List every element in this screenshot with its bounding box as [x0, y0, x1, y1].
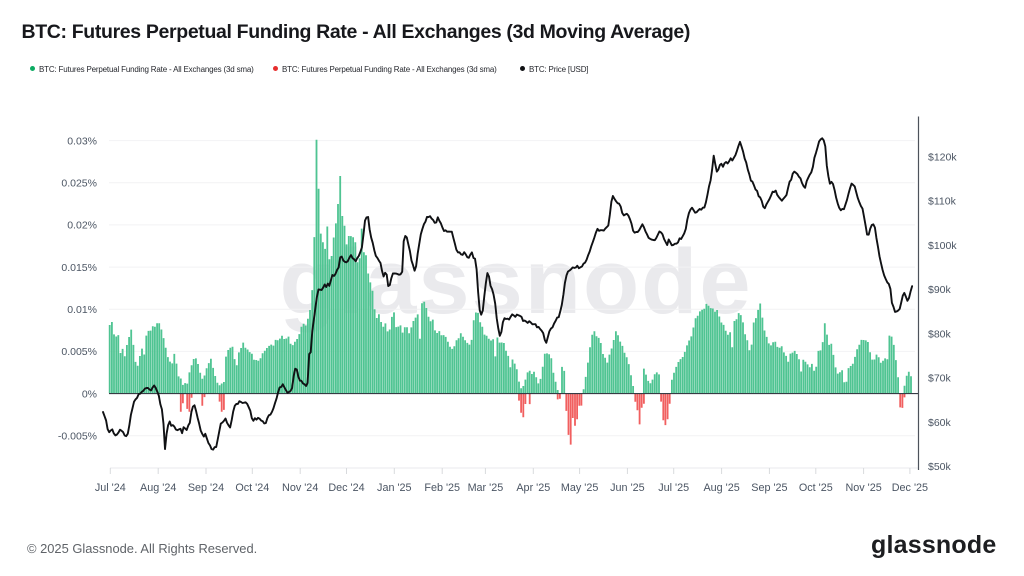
svg-text:$120k: $120k	[928, 151, 957, 163]
svg-text:Nov '25: Nov '25	[845, 482, 881, 494]
svg-text:0.005%: 0.005%	[61, 346, 97, 358]
svg-text:0%: 0%	[82, 388, 97, 400]
svg-text:$110k: $110k	[928, 196, 957, 208]
svg-text:Apr '25: Apr '25	[516, 482, 550, 494]
svg-text:-0.005%: -0.005%	[58, 431, 97, 443]
svg-text:$70k: $70k	[928, 373, 952, 385]
svg-text:Oct '25: Oct '25	[799, 482, 833, 494]
svg-text:Jun '25: Jun '25	[610, 482, 644, 494]
svg-text:0.03%: 0.03%	[67, 135, 97, 147]
svg-text:Aug '25: Aug '25	[703, 482, 739, 494]
svg-text:Oct '24: Oct '24	[235, 482, 269, 494]
svg-text:$100k: $100k	[928, 240, 957, 252]
svg-text:Jul '25: Jul '25	[658, 482, 689, 494]
svg-text:$50k: $50k	[928, 461, 952, 473]
svg-text:0.01%: 0.01%	[67, 304, 97, 316]
svg-text:Mar '25: Mar '25	[468, 482, 504, 494]
svg-text:Sep '24: Sep '24	[188, 482, 224, 494]
svg-text:Jul '24: Jul '24	[95, 482, 126, 494]
svg-text:$80k: $80k	[928, 328, 952, 340]
svg-text:Dec '25: Dec '25	[892, 482, 928, 494]
svg-text:0.015%: 0.015%	[61, 262, 97, 274]
svg-text:Nov '24: Nov '24	[282, 482, 318, 494]
svg-text:0.025%: 0.025%	[61, 177, 97, 189]
svg-text:$90k: $90k	[928, 284, 952, 296]
svg-text:Dec '24: Dec '24	[328, 482, 364, 494]
svg-text:Sep '25: Sep '25	[751, 482, 787, 494]
svg-text:Feb '25: Feb '25	[424, 482, 460, 494]
svg-text:$60k: $60k	[928, 417, 952, 429]
svg-text:0.02%: 0.02%	[67, 220, 97, 232]
svg-text:Aug '24: Aug '24	[140, 482, 176, 494]
svg-text:Jan '25: Jan '25	[377, 482, 411, 494]
svg-text:May '25: May '25	[561, 482, 598, 494]
